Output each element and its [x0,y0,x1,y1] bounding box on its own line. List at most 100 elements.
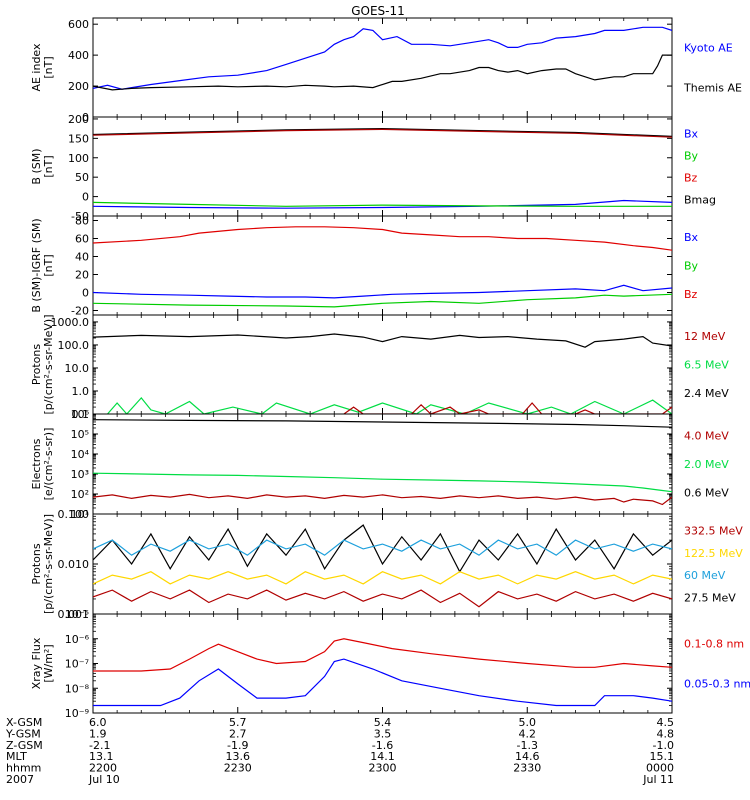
x-tick-value: 5.7 [229,716,247,729]
y-tick-label: 200 [68,113,89,126]
x-tick-value: 2300 [369,762,397,775]
series-line-27-5-mev [93,524,672,573]
y-tick-label: 50 [75,171,89,184]
panel-frame [92,17,673,118]
legend-entry: By [684,150,699,163]
y-tick-label: 10² [71,488,89,501]
y-axis-label: AE index [30,43,43,92]
series-line-by [93,293,672,308]
y-axis-label: [nT] [42,155,55,177]
x-row-label: 2007 [6,773,34,786]
legend-entry: Themis AE [683,81,742,94]
series-line-by [93,201,672,207]
panel-xray: 10⁻⁹ 10⁻⁸ 10⁻⁷ 10⁻⁶ 10⁻⁵ Xray Flux [W/m²] 0.1-0… [30,608,750,720]
y-tick-label: 10⁶ [71,408,90,421]
y-tick-label: -20 [71,305,89,318]
x-tick-value: Jul 11 [642,773,674,786]
legend-entry: 4.0 MeV [684,429,729,442]
y-axis-label: B (SM) [30,148,43,184]
series-line-122-5-mev [93,571,672,585]
series-group [93,333,672,414]
x-tick-value: -1.6 [372,739,393,752]
legend-entry: Bz [684,288,698,301]
legend-entry: 122.5 MeV [684,547,743,560]
series-line-0-6-mev [93,419,672,428]
series-group [93,419,672,506]
x-tick-value: 2200 [89,762,117,775]
legend-entry: 0.6 MeV [684,487,729,500]
series-line-themis-ae [93,54,672,91]
x-tick-value: 6.0 [89,716,107,729]
panel-bsm: -50 0 50 100 150 200 B (SM) [nT] Bx By Bz Bmag [30,113,716,223]
y-tick-label: 10⁵ [71,428,89,441]
legend-entry: By [684,260,699,273]
y-tick-label: 10⁻⁹ [65,707,89,720]
x-tick-value: 2330 [513,762,541,775]
y-tick-label: 40 [75,251,89,264]
x-tick-value: -2.1 [89,739,110,752]
x-tick-value: 13.1 [89,750,114,763]
series-line-2-0-mev [93,472,672,493]
y-tick-label: 10.0 [65,362,90,375]
y-tick-label: 0.001 [58,608,90,621]
legend-entry: 27.5 MeV [684,591,736,604]
y-tick-label: 1000.0 [51,316,90,329]
y-tick-label: -50 [71,210,89,223]
x-row-label: hhmm [6,762,41,775]
y-tick-label: 10¹ [71,508,89,521]
legend-entry: 12 MeV [684,330,726,343]
y-tick-label: 150 [68,132,89,145]
series-line-kyoto-ae [93,26,672,90]
y-tick-label: 10⁻⁸ [65,682,90,695]
series-line-12-mev [343,402,672,414]
x-tick-value: -1.0 [653,739,674,752]
y-axis-label: Protons [30,344,43,385]
x-tick-value: 13.6 [226,750,251,763]
panel-frame [92,215,673,316]
series-line-4-0-mev [93,493,672,506]
series-line-6-5-mev [107,396,672,414]
y-tick-label: 20 [75,269,89,282]
x-tick-value: 5.0 [519,716,537,729]
legend-entry: 60 MeV [684,569,726,582]
y-axis-label: [p/(cm²-s-sr-MeV)] [42,315,55,415]
series-line-bx [93,284,672,299]
x-tick-value: 15.1 [650,750,675,763]
y-tick-label: 0 [82,111,89,124]
x-tick-value: 1.9 [89,727,107,740]
x-tick-value: 2230 [224,762,252,775]
series-group [93,638,672,707]
y-axis-label: Protons [30,543,43,584]
y-axis-label: B (SM)-IGRF (SM) [30,218,43,312]
x-row-label: MLT [6,750,27,763]
y-tick-label: 80 [75,215,89,228]
y-tick-label: 0 [82,191,89,204]
x-tick-value: 0000 [646,762,674,775]
series-group [93,524,672,608]
series-line-2-4-mev [93,333,672,348]
series-line-332-5-mev [93,589,672,608]
legend-entry: 6.5 MeV [684,359,729,372]
x-tick-value: 4.8 [657,727,675,740]
legend-entry: Bmag [684,194,716,207]
panel-protons2: 0.001 0.010 0.100 Protons [p/(cm²-s-sr-MeV)]… [30,508,743,621]
series-line-60-mev [93,539,672,556]
chart-title: GOES-11 [351,4,405,18]
y-axis-label: Electrons [30,438,43,489]
y-axis-label: Xray Flux [30,637,43,689]
y-tick-label: 60 [75,233,89,246]
series-line-0-05-0-3-nm [93,658,672,707]
y-tick-label: 0.1 [72,408,90,421]
series-line-bz [93,128,672,138]
panel-electrons: 10¹ 10² 10³ 10⁴ 10⁵ 10⁶ Electrons [e/(cm²-s-sr)… [30,408,729,521]
y-tick-label: 0.100 [58,508,90,521]
y-tick-label: 200 [68,80,89,93]
y-axis-label: [W/m²] [42,644,55,682]
y-tick-label: 100 [68,152,89,165]
y-tick-label: 0 [82,287,89,300]
y-tick-label: 1.0 [72,385,90,398]
